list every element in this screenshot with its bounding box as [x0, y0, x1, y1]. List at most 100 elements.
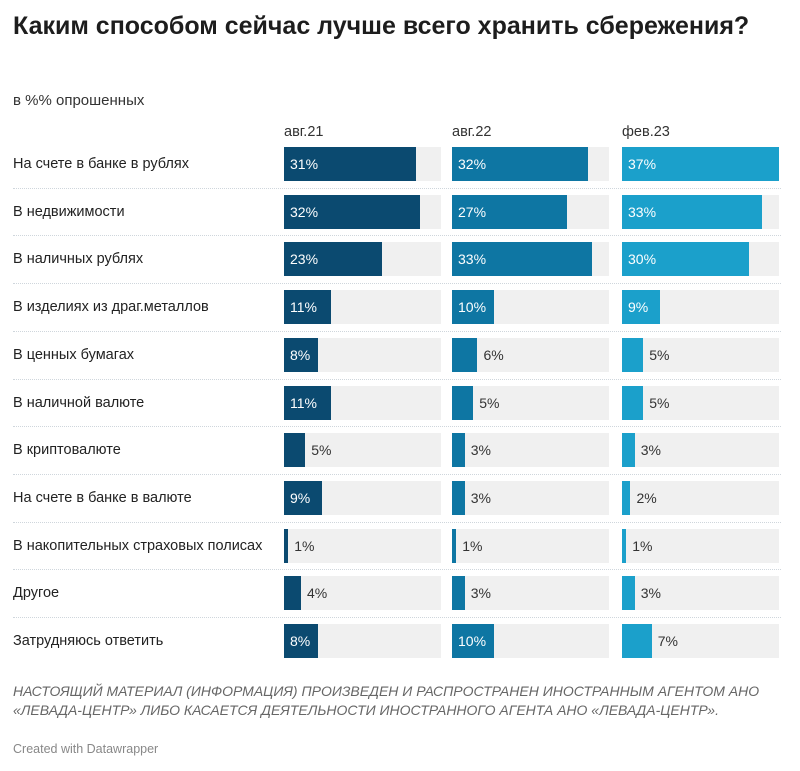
- bar: [622, 385, 644, 420]
- bar: [284, 576, 301, 611]
- bar: [622, 147, 779, 181]
- bar-track: 1%: [622, 528, 779, 563]
- row-label: На счете в банке в валюте: [13, 489, 192, 506]
- bar: [452, 624, 495, 658]
- bar: [452, 385, 474, 420]
- bar: [284, 290, 331, 325]
- bar-track: 33%: [452, 242, 609, 277]
- bar: [452, 480, 465, 515]
- bar-track: 1%: [284, 528, 441, 563]
- bar: [622, 528, 627, 563]
- value-label: 10%: [458, 633, 487, 649]
- value-label: 5%: [479, 394, 500, 411]
- bar-track: 27%: [452, 194, 609, 229]
- bar-track: 3%: [452, 576, 609, 611]
- row-label: На счете в банке в рублях: [13, 156, 189, 172]
- row-label: Затрудняюсь ответить: [13, 633, 164, 649]
- bar: [622, 624, 652, 658]
- bar-track: 3%: [452, 480, 609, 515]
- bar: [622, 242, 750, 277]
- bar: [284, 337, 318, 372]
- bar: [284, 147, 416, 181]
- row-separator: [13, 378, 781, 380]
- row-label: В криптовалюте: [13, 442, 121, 459]
- row-separator: [13, 187, 781, 189]
- bar-track: 3%: [452, 433, 609, 468]
- bar: [452, 194, 567, 229]
- value-label: 32%: [458, 156, 487, 172]
- bar: [284, 433, 306, 468]
- bar-track: 9%: [622, 290, 779, 325]
- row-separator: [13, 569, 781, 571]
- bar: [284, 385, 331, 420]
- bar: [452, 242, 593, 277]
- value-label: 31%: [290, 156, 319, 172]
- bar-track: 3%: [622, 576, 779, 611]
- bar: [452, 576, 465, 611]
- bar-track: 5%: [284, 433, 441, 468]
- value-label: 37%: [628, 156, 657, 172]
- bar: [284, 480, 323, 515]
- value-label: 3%: [640, 442, 661, 459]
- bar-track: 31%: [284, 147, 441, 181]
- bar-track: 37%: [622, 147, 779, 181]
- value-label: 8%: [290, 633, 311, 649]
- bar: [452, 433, 465, 468]
- value-label: 6%: [483, 346, 504, 363]
- bar: [622, 337, 644, 372]
- value-label: 2%: [636, 489, 657, 506]
- row-separator: [13, 617, 781, 618]
- value-label: 5%: [649, 394, 670, 411]
- bar: [284, 528, 289, 563]
- bar: [622, 480, 631, 515]
- bar-track: 7%: [622, 624, 779, 658]
- value-label: 5%: [311, 442, 332, 459]
- bar-track: 23%: [284, 242, 441, 277]
- bar-track: 5%: [622, 385, 779, 420]
- bar-track: 4%: [284, 576, 441, 611]
- bar: [284, 194, 420, 229]
- value-label: 33%: [458, 251, 487, 268]
- bar-track: 1%: [452, 528, 609, 563]
- row-label: В накопительных страховых полисах: [13, 537, 263, 554]
- value-label: 8%: [290, 346, 311, 363]
- column-header: авг.22: [452, 124, 492, 140]
- column-header: авг.21: [284, 124, 324, 140]
- bar: [452, 290, 495, 325]
- bar-track: 3%: [622, 433, 779, 468]
- value-label: 3%: [470, 442, 491, 459]
- bar: [452, 147, 588, 181]
- bar-track: 5%: [622, 337, 779, 372]
- bar: [452, 337, 478, 372]
- bar: [622, 194, 763, 229]
- value-label: 9%: [290, 489, 311, 506]
- value-label: 5%: [649, 346, 670, 363]
- bar-track: 33%: [622, 194, 779, 229]
- value-label: 10%: [458, 299, 487, 316]
- value-label: 3%: [470, 489, 491, 506]
- value-label: 1%: [632, 537, 653, 554]
- value-label: 30%: [628, 251, 657, 268]
- bar-track: 5%: [452, 385, 609, 420]
- bar-track: 11%: [284, 290, 441, 325]
- bar-track: 8%: [284, 337, 441, 372]
- value-label: 1%: [294, 537, 315, 554]
- value-label: 1%: [462, 537, 483, 554]
- value-label: 3%: [470, 585, 491, 602]
- row-separator: [13, 521, 781, 523]
- bar-track: 32%: [284, 194, 441, 229]
- bar: [284, 242, 382, 277]
- bar-track: 9%: [284, 480, 441, 515]
- credit-link[interactable]: Created with Datawrapper: [13, 742, 159, 756]
- foreign-agent-note: НАСТОЯЩИЙ МАТЕРИАЛ (ИНФОРМАЦИЯ) ПРОИЗВЕД…: [13, 683, 760, 718]
- row-label: В наличных рублях: [13, 251, 144, 268]
- column-header: фев.23: [622, 124, 670, 140]
- bar-track: 10%: [452, 290, 609, 325]
- bar-track: 10%: [452, 624, 609, 658]
- chart-title: Каким способом сейчас лучше всего хранит…: [13, 12, 750, 40]
- value-label: 11%: [290, 299, 317, 316]
- bar-track: 8%: [284, 624, 441, 658]
- row-label: В наличной валюте: [13, 394, 145, 411]
- value-label: 7%: [657, 633, 678, 649]
- value-label: 9%: [628, 299, 649, 316]
